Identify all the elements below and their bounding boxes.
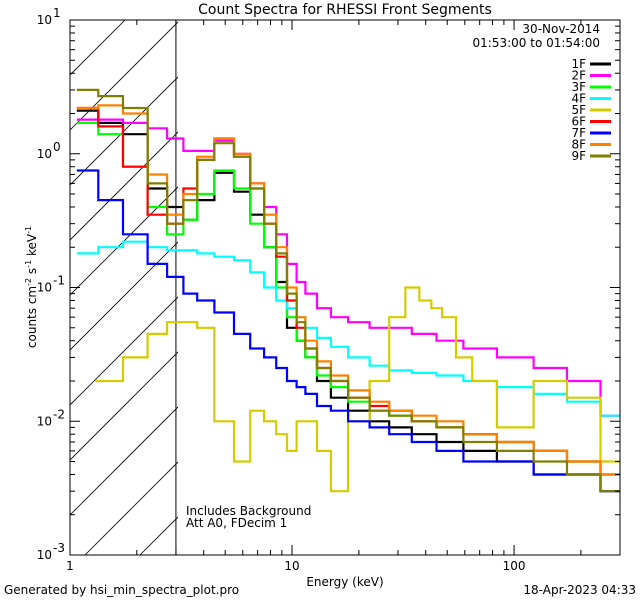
series-8F-line: [76, 104, 620, 476]
x-axis: 1 10 100: [66, 20, 621, 573]
footer-generated-by: Generated by hsi_min_spectra_plot.pro: [4, 583, 239, 597]
footer-timestamp: 18-Apr-2023 04:33: [523, 583, 636, 597]
x-tick-label: 1: [66, 559, 74, 573]
annotation-background: Includes Background: [186, 504, 311, 518]
series-7F-line: [76, 169, 620, 493]
y-tick-label: 10: [37, 414, 52, 428]
x-tick-label: 100: [503, 559, 526, 573]
date-label: 30-Nov-2014: [522, 22, 600, 36]
y-tick-label: 10: [37, 281, 52, 295]
legend-label-4F: 4F: [571, 92, 586, 106]
attenuator-hatch: [70, 20, 178, 555]
legend-label-2F: 2F: [571, 69, 586, 83]
chart-title: Count Spectra for RHESSI Front Segments: [198, 2, 492, 18]
y-tick-label: 10: [37, 147, 52, 161]
legend-label-9F: 9F: [571, 149, 586, 163]
annotation-attenuator: Att A0, FDecim 1: [186, 516, 287, 530]
y-tick-exponent: 1: [53, 6, 61, 20]
y-tick-exponent: -1: [53, 274, 65, 288]
y-tick-label: 10: [37, 548, 52, 562]
time-range-label: 01:53:00 to 01:54:00: [473, 36, 600, 50]
x-axis-label: Energy (keV): [306, 575, 383, 589]
series-layer: [76, 88, 620, 493]
y-tick-exponent: -2: [53, 407, 65, 421]
x-tick-label: 10: [284, 559, 299, 573]
legend-label-5F: 5F: [571, 103, 586, 117]
legend-label-7F: 7F: [571, 126, 586, 140]
y-tick-label: 10: [37, 13, 52, 27]
series-9F-line: [76, 88, 620, 493]
y-tick-exponent: 0: [53, 140, 61, 154]
legend-label-6F: 6F: [571, 115, 586, 129]
legend-label-3F: 3F: [571, 80, 586, 94]
legend-label-8F: 8F: [571, 138, 586, 152]
legend-label-1F: 1F: [571, 57, 586, 71]
y-axis-label: counts cm-2 s-1 keV-1: [24, 226, 39, 348]
series-5F-line: [95, 286, 620, 493]
series-2F-line: [76, 118, 620, 417]
y-tick-exponent: -3: [53, 541, 65, 555]
